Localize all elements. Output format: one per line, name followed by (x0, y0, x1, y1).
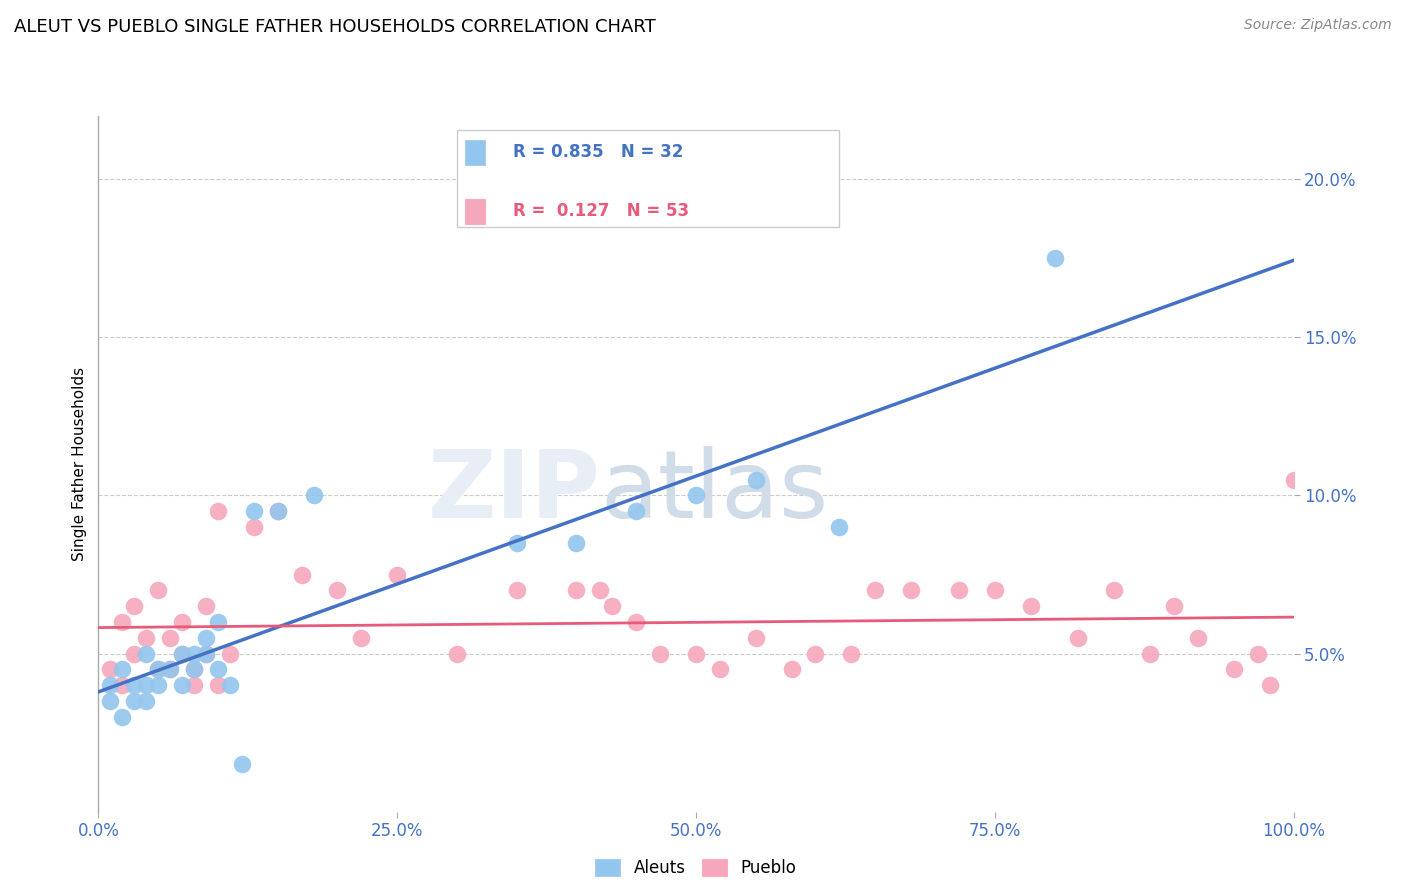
Point (506, 583, 529, 598)
Point (194, 647, 217, 661)
Point (685, 647, 707, 661)
Point (148, 662, 170, 676)
Point (98, 678, 122, 692)
Text: ZIP: ZIP (427, 446, 600, 538)
Point (194, 599, 217, 614)
Point (148, 662, 170, 676)
Point (600, 599, 623, 614)
Point (135, 631, 157, 645)
Point (709, 662, 731, 676)
Point (148, 678, 170, 692)
Point (124, 694, 146, 708)
Point (183, 647, 205, 661)
Point (828, 520, 851, 534)
Point (111, 678, 134, 692)
Point (172, 647, 194, 661)
Text: ALEUT VS PUEBLO SINGLE FATHER HOUSEHOLDS CORRELATION CHART: ALEUT VS PUEBLO SINGLE FATHER HOUSEHOLDS… (14, 18, 655, 36)
Point (183, 662, 205, 676)
Point (242, 520, 264, 534)
Point (290, 567, 312, 582)
Text: Source: ZipAtlas.com: Source: ZipAtlas.com (1244, 18, 1392, 32)
Point (172, 678, 194, 692)
Point (780, 662, 803, 676)
Point (172, 647, 194, 661)
Point (98, 662, 122, 676)
Point (839, 647, 862, 661)
Point (207, 504, 229, 518)
Point (1258, 678, 1281, 692)
Point (124, 599, 146, 614)
Point (207, 615, 229, 629)
Point (148, 583, 170, 598)
Point (1282, 473, 1305, 487)
Point (231, 757, 253, 772)
Point (207, 662, 229, 676)
Point (98, 694, 122, 708)
Point (111, 615, 134, 629)
Point (159, 662, 181, 676)
Point (172, 615, 194, 629)
Point (385, 567, 409, 582)
Point (135, 647, 157, 661)
Point (183, 662, 205, 676)
Point (624, 504, 647, 518)
Point (302, 488, 325, 502)
Point (685, 488, 707, 502)
Text: R = 0.835   N = 32: R = 0.835 N = 32 (513, 144, 683, 161)
Point (194, 647, 217, 661)
Point (804, 647, 827, 661)
Point (983, 583, 1005, 598)
Text: R =  0.127   N = 53: R = 0.127 N = 53 (513, 202, 689, 220)
Point (135, 678, 157, 692)
Point (565, 583, 588, 598)
Point (219, 647, 242, 661)
Point (159, 631, 181, 645)
Point (1222, 662, 1246, 676)
Point (745, 473, 768, 487)
Point (159, 662, 181, 676)
Point (194, 631, 217, 645)
Point (1187, 631, 1209, 645)
Point (124, 678, 146, 692)
Point (446, 647, 468, 661)
Point (1102, 583, 1125, 598)
Point (506, 536, 529, 550)
Y-axis label: Single Father Households: Single Father Households (72, 367, 87, 561)
Point (267, 504, 290, 518)
Point (111, 710, 134, 724)
Point (648, 647, 672, 661)
Point (589, 583, 612, 598)
Point (624, 615, 647, 629)
Point (1163, 599, 1185, 614)
Legend: Aleuts, Pueblo: Aleuts, Pueblo (589, 852, 803, 883)
Point (1139, 647, 1161, 661)
Point (124, 647, 146, 661)
Point (326, 583, 349, 598)
Text: atlas: atlas (600, 446, 828, 538)
Point (267, 504, 290, 518)
Point (207, 678, 229, 692)
Point (242, 504, 264, 518)
Point (1067, 631, 1090, 645)
Point (1019, 599, 1042, 614)
Point (350, 631, 373, 645)
Point (565, 536, 588, 550)
Point (135, 694, 157, 708)
Point (900, 583, 922, 598)
Point (183, 678, 205, 692)
Point (1043, 252, 1066, 266)
Point (219, 678, 242, 692)
Point (1246, 647, 1268, 661)
Point (863, 583, 886, 598)
Point (111, 662, 134, 676)
Point (745, 631, 768, 645)
Point (948, 583, 970, 598)
